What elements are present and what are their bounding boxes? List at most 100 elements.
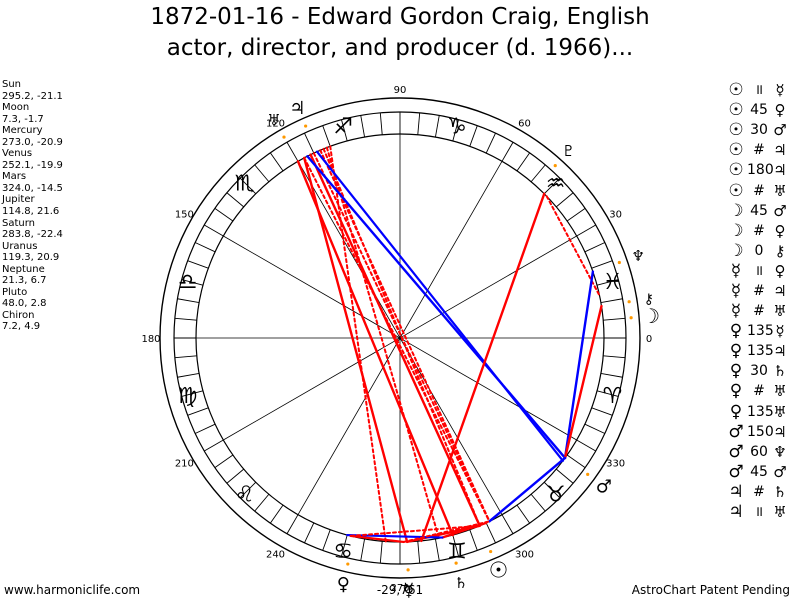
aspect-planet-2: ♄	[773, 362, 787, 381]
planet-marker	[629, 316, 633, 320]
planet-marker	[627, 300, 631, 304]
degree-tick	[341, 534, 348, 557]
degree-tick	[603, 355, 626, 359]
aspect-row: ☉ ॥ ☿	[725, 80, 800, 100]
planet-glyph-jupiter: ♃	[289, 98, 305, 119]
aspect-planet-1: ☉	[728, 140, 744, 161]
degree-tick	[417, 112, 421, 135]
center-value-label: -29,761	[377, 583, 423, 597]
aspect-symbol: 0	[754, 242, 764, 259]
aspect-planet-1: ☿	[730, 301, 742, 322]
aspect-row: ☉ # ♅	[725, 180, 800, 201]
planet-glyph-mercury: ☿	[403, 580, 414, 600]
chart-title-line-2: actor, director, and producer (d. 1966).…	[166, 35, 634, 61]
degree-tick	[226, 468, 245, 484]
aspect-row: ☉ 30 ♂	[725, 120, 800, 140]
aspect-planet-1: ♃	[728, 481, 744, 502]
zodiac-sign-glyph: ♈	[603, 384, 623, 409]
aspect-line	[319, 149, 491, 523]
aspect-planet-1: ☽	[728, 220, 744, 241]
aspect-planet-1: ♀	[729, 361, 743, 382]
aspect-line	[322, 147, 481, 527]
aspect-planet-2: ♅	[773, 302, 787, 321]
degree-tick	[566, 208, 586, 222]
aspect-planet-1: ♂	[728, 461, 744, 482]
degree-tick	[596, 279, 619, 286]
aspect-symbol: #	[753, 303, 765, 320]
aspect-symbol: ॥	[754, 262, 764, 279]
aspect-planet-1: ☿	[730, 260, 742, 281]
aspect-planet-2: ♂	[773, 201, 787, 220]
aspect-line	[349, 534, 405, 544]
planet-coords: 7.2, 4.9	[2, 321, 41, 333]
planet-glyph-neptune: ♆	[632, 247, 645, 265]
aspect-row: ♀ 135 ♃	[725, 341, 800, 361]
degree-tick	[434, 115, 440, 138]
aspect-line	[306, 155, 567, 460]
site-link[interactable]: www.harmoniclife.com	[4, 583, 141, 597]
degree-tick	[239, 177, 257, 195]
aspect-line	[420, 192, 546, 543]
planet-coords: 119.3, 20.9	[2, 252, 60, 264]
aspect-symbol: 45	[750, 102, 768, 119]
aspect-planet-1: ☿	[730, 280, 742, 301]
planet-glyph-uranus: ♅	[267, 111, 280, 129]
degree-tick	[501, 514, 514, 534]
degree-tick	[204, 224, 224, 237]
aspect-planet-1: ☉	[728, 80, 744, 101]
planet-coords: 252.1, -19.9	[2, 159, 63, 171]
degree-tick	[603, 317, 626, 321]
degree-tick	[286, 514, 299, 534]
aspect-planet-2: ♅	[773, 503, 787, 522]
degree-tick	[452, 534, 459, 557]
aspect-symbol: #	[753, 282, 765, 299]
degree-tick	[304, 522, 315, 544]
degree-tick	[254, 164, 270, 183]
aspect-symbol: 60	[750, 443, 768, 460]
aspect-symbol: 180	[747, 162, 774, 179]
planet-name: Jupiter	[2, 194, 35, 206]
aspect-planet-2: ♆	[773, 442, 787, 461]
degree-tick	[469, 125, 478, 147]
aspect-row: ♃ ॥ ♅	[725, 502, 800, 522]
degree-label: 60	[518, 118, 531, 129]
zodiac-sign-glyph: ♓	[603, 270, 623, 295]
aspect-row: ♀ # ♅	[725, 381, 800, 401]
aspect-line	[296, 160, 454, 537]
aspect-planet-2: ☿	[775, 322, 785, 341]
aspect-line	[563, 270, 595, 460]
aspect-line	[303, 156, 491, 523]
degree-tick	[254, 493, 270, 512]
planet-glyph-venus: ♀	[337, 574, 350, 595]
aspect-row: ☉ 45 ♀	[725, 100, 800, 120]
degree-tick	[286, 142, 299, 162]
degree-tick	[194, 423, 216, 434]
degree-tick	[530, 164, 546, 183]
degree-label: 0	[646, 334, 652, 345]
aspect-line	[303, 156, 409, 544]
aspect-planet-1: ♀	[729, 321, 743, 342]
aspect-symbol: #	[753, 383, 765, 400]
degree-tick	[194, 242, 216, 253]
degree-tick	[600, 372, 623, 378]
zodiac-sign-glyph: ♌	[235, 483, 255, 508]
aspect-row: ☿ # ♅	[725, 301, 800, 321]
degree-tick	[600, 298, 623, 304]
aspect-symbol: 45	[750, 463, 768, 480]
aspect-planet-1: ☉	[728, 180, 744, 201]
degree-tick	[270, 152, 284, 172]
zodiac-sign-glyph: ♑	[447, 114, 467, 139]
aspect-planet-2: ♃	[773, 422, 787, 441]
aspect-row: ☽ 45 ♂	[725, 201, 800, 221]
aspect-row: ☿ # ♃	[725, 281, 800, 301]
degree-label: 300	[515, 550, 534, 561]
degree-label: 150	[175, 210, 194, 221]
aspect-symbol: #	[753, 142, 765, 159]
degree-tick	[214, 208, 234, 222]
aspect-planet-2: ♃	[773, 281, 787, 300]
degree-tick	[379, 541, 383, 564]
aspect-planet-1: ☽	[728, 200, 744, 221]
aspect-planet-2: ♅	[773, 402, 787, 421]
planet-name: Moon	[2, 102, 30, 114]
degree-label: 180	[141, 334, 160, 345]
